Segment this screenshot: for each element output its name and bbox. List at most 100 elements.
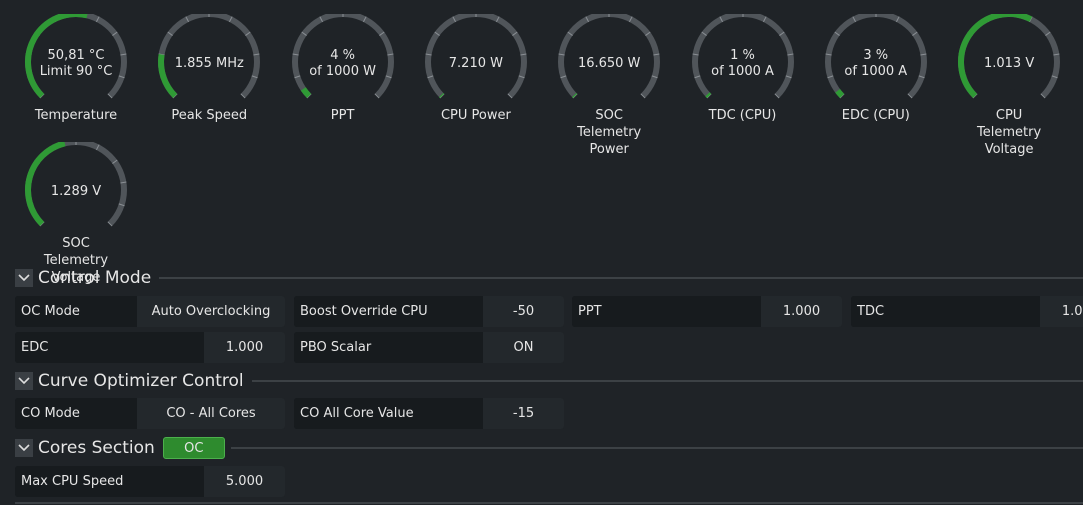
setting-field[interactable]: EDC 1.000 xyxy=(15,332,285,363)
gauge-tick xyxy=(558,53,565,56)
collapse-toggle[interactable] xyxy=(15,269,33,287)
gauge: 16.650 W SOC Telemetry Power xyxy=(544,14,674,157)
gauge-tick xyxy=(907,93,913,99)
divider xyxy=(15,502,1083,504)
gauge-tick xyxy=(507,93,513,99)
gauge-limit: Limit 90 °C xyxy=(39,64,113,79)
gauge-tick xyxy=(112,159,118,164)
gauge: 1 % of 1000 A TDC (CPU) xyxy=(678,14,808,144)
gauge-tick xyxy=(693,75,700,79)
gauge-fill xyxy=(835,88,845,99)
gauge-tick xyxy=(512,31,518,36)
gauge-fill xyxy=(300,87,311,99)
gauge-dial xyxy=(824,14,927,99)
gauge: 50,81 °C Limit 90 °C Temperature xyxy=(11,14,141,144)
gauge-tick xyxy=(560,75,567,79)
field-value[interactable]: -50 xyxy=(483,296,564,327)
gauge-dial xyxy=(25,14,127,99)
section-divider xyxy=(159,277,1083,279)
gauge-tick xyxy=(95,144,100,151)
field-label: Boost Override CPU xyxy=(294,296,483,327)
gauge-tick xyxy=(1053,53,1060,56)
section-header[interactable]: Curve Optimizer Control xyxy=(15,371,1083,391)
collapse-toggle[interactable] xyxy=(15,372,33,390)
setting-field[interactable]: Max CPU Speed 5.000 xyxy=(15,466,285,497)
gauge-tick xyxy=(852,16,856,23)
field-value[interactable]: 5.000 xyxy=(204,466,285,497)
gauge-dial xyxy=(25,142,127,227)
gauge-label: Temperature xyxy=(34,108,118,123)
field-value[interactable]: 1.000 xyxy=(1040,296,1083,327)
gauge-value: 1.855 MHz xyxy=(174,56,244,71)
gauge-readout: 7.210 W xyxy=(411,14,541,114)
section-header[interactable]: Control Mode xyxy=(15,268,1083,288)
gauge-fill xyxy=(958,14,1033,99)
gauge-label: CPU Telemetry Voltage xyxy=(977,108,1042,157)
gauge-value: 7.210 W xyxy=(448,56,503,71)
field-label: OC Mode xyxy=(15,296,137,327)
gauge: 7.210 W CPU Power xyxy=(411,14,541,144)
gauge-tick xyxy=(318,16,323,23)
gauge-track xyxy=(291,14,394,99)
field-value[interactable]: CO - All Cores xyxy=(137,398,285,429)
gauge-tick xyxy=(700,31,707,36)
field-value[interactable]: 1.000 xyxy=(204,332,285,363)
gauge: 1.855 MHz Peak Speed xyxy=(144,14,274,144)
gauge-fill xyxy=(25,14,88,99)
setting-field[interactable]: PBO Scalar ON xyxy=(294,332,564,363)
gauge-tick xyxy=(386,53,394,56)
section-title: Cores Section xyxy=(38,438,155,458)
gauge-fill xyxy=(572,92,578,99)
gauge-tick xyxy=(452,16,456,23)
field-value[interactable]: ON xyxy=(483,332,564,363)
setting-field[interactable]: PPT 1.000 xyxy=(572,296,842,327)
field-value[interactable]: 1.000 xyxy=(761,296,842,327)
gauge-tick xyxy=(640,93,646,99)
gauge-tick xyxy=(653,53,660,56)
gauge-tick xyxy=(518,75,525,79)
gauge-tick xyxy=(427,75,434,79)
collapse-toggle[interactable] xyxy=(15,439,33,457)
gauge-tick xyxy=(651,75,658,79)
gauge-fill xyxy=(438,92,445,99)
gauge-tick xyxy=(118,203,125,207)
field-value[interactable]: Auto Overclocking xyxy=(137,296,285,327)
chevron-icon xyxy=(18,377,30,385)
field-value[interactable]: -15 xyxy=(483,398,564,429)
gauge-tick xyxy=(827,75,834,79)
gauge-track xyxy=(424,14,527,99)
gauge-fill xyxy=(25,142,66,227)
setting-field[interactable]: Boost Override CPU -50 xyxy=(294,296,564,327)
gauge-limit: of 1000 W xyxy=(309,64,376,79)
gauge-value: 1 % xyxy=(730,48,755,63)
gauge-tick xyxy=(112,31,118,36)
gauge-tick xyxy=(425,53,432,56)
setting-field[interactable]: CO All Core Value -15 xyxy=(294,398,564,429)
gauge-tick xyxy=(120,53,127,56)
setting-field[interactable]: CO Mode CO - All Cores xyxy=(15,398,285,429)
gauge-dial xyxy=(558,14,661,99)
section-header[interactable]: Cores Section OC xyxy=(15,437,1083,459)
gauge-tick xyxy=(692,53,699,56)
setting-field[interactable]: OC Mode Auto Overclocking xyxy=(15,296,285,327)
gauge-fill xyxy=(158,54,178,99)
gauge-tick xyxy=(292,53,299,56)
chevron-icon xyxy=(18,444,30,452)
field-label: Max CPU Speed xyxy=(15,466,204,497)
gauge-tick xyxy=(240,93,246,99)
gauge-readout: 1 % of 1000 A xyxy=(678,14,808,114)
gauge-tick xyxy=(825,53,832,56)
gauge-label: EDC (CPU) xyxy=(841,108,910,123)
gauge-tick xyxy=(1045,31,1051,36)
gauge-value: 3 % xyxy=(863,48,889,63)
gauge-readout: 3 % of 1000 A xyxy=(811,14,941,114)
mode-badge[interactable]: OC xyxy=(162,437,225,459)
gauge-tick xyxy=(251,75,258,79)
gauge-tick xyxy=(374,93,380,99)
gauge-readout: 4 % of 1000 W xyxy=(278,14,408,114)
gauge-limit: of 1000 A xyxy=(711,64,774,79)
section-divider xyxy=(251,380,1083,382)
gauge-tick xyxy=(434,31,440,36)
